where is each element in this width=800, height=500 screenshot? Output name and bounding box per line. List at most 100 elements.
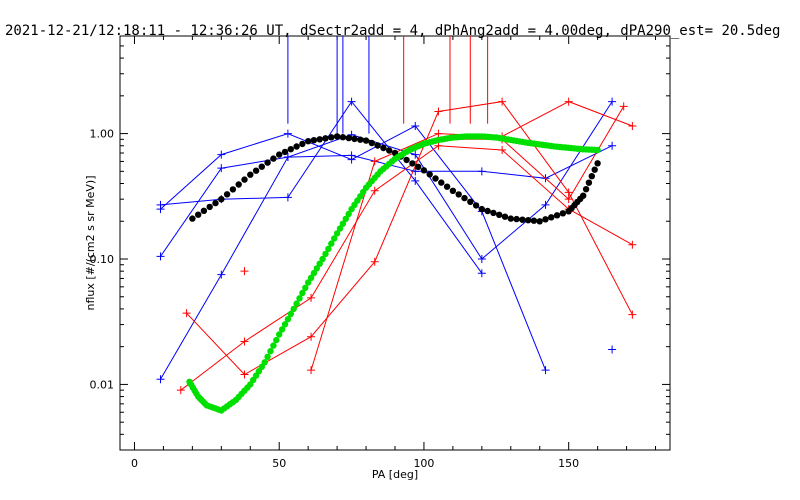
data-point	[182, 309, 191, 318]
fit-curve-dot	[339, 220, 347, 227]
data-point	[283, 193, 292, 202]
fit-curve-dot	[310, 269, 318, 277]
fit-curve-dot	[328, 240, 335, 247]
data-point	[498, 145, 507, 154]
data-point	[477, 269, 486, 278]
fit-curve-dot	[299, 140, 306, 148]
data-point	[564, 97, 573, 106]
fit-curve-dot	[276, 151, 283, 158]
fit-curve-dot	[281, 148, 289, 156]
fit-curve-dot	[258, 163, 265, 170]
fit-curve-dot	[513, 215, 520, 223]
fit-curve-dot	[218, 196, 225, 203]
series-line	[160, 101, 613, 380]
data-point	[628, 310, 637, 319]
fit-curve-dot	[580, 192, 587, 199]
series-line	[180, 145, 633, 391]
fit-curve-dot	[267, 348, 274, 355]
fit-curve-dot	[264, 159, 271, 166]
fit-curve-dot	[305, 138, 312, 145]
fit-curve-dot	[273, 336, 280, 344]
fit-curve-dot	[461, 194, 468, 202]
fit-curve-dot	[380, 144, 387, 152]
data-point	[370, 257, 379, 266]
fit-curve-dot	[345, 134, 352, 142]
data-point	[347, 151, 356, 160]
fit-curve-dot	[278, 326, 286, 333]
fit-curve-dot	[357, 136, 364, 143]
fit-curve-dot	[333, 230, 341, 237]
fit-curve-dot	[200, 207, 208, 214]
fit-curve-dot	[409, 160, 416, 167]
data-point	[411, 150, 420, 159]
fit-curve-dot	[426, 171, 433, 178]
fit-curve-dot	[261, 359, 268, 366]
data-point	[541, 366, 550, 375]
fit-curve-dot	[420, 167, 428, 174]
fit-curve-dot	[443, 183, 451, 190]
series-line	[160, 125, 546, 371]
fit-curve-dot	[559, 210, 567, 217]
fit-curve-dot	[496, 211, 503, 218]
fit-curve-dot	[305, 279, 312, 286]
fit-curve-dot	[322, 250, 329, 258]
data-point	[240, 370, 249, 379]
data-point	[411, 176, 420, 185]
fit-curve-dot	[307, 274, 315, 281]
fit-curve-dot	[588, 173, 595, 180]
axis-ticks: 0 50 100 150 0.01 0.10 1.00	[90, 35, 670, 470]
fit-curve-dot	[290, 305, 297, 313]
series-line	[186, 101, 633, 376]
data-point	[628, 240, 637, 249]
fit-curve-dot	[276, 331, 283, 338]
y-tick-label: 0.10	[90, 253, 115, 266]
data-point	[217, 150, 226, 159]
data-point	[176, 386, 185, 395]
data-series	[156, 97, 637, 395]
fit-curve-dot	[553, 212, 561, 219]
data-point	[411, 121, 420, 130]
fit-curve-dot	[325, 245, 332, 252]
data-point	[307, 366, 316, 375]
fit-curve-dot	[594, 146, 601, 154]
fit-curve-dot	[525, 217, 532, 224]
error-bars	[287, 36, 489, 134]
data-point	[541, 200, 550, 209]
fit-curve-dot	[345, 210, 352, 218]
fit-curve-dot	[585, 179, 593, 186]
x-tick-label: 100	[413, 457, 434, 470]
fit-curve-dot	[368, 139, 375, 147]
data-point	[307, 332, 316, 341]
fit-curve-dot	[530, 217, 538, 224]
fit-curve-dot	[351, 135, 358, 143]
data-point	[156, 200, 165, 209]
data-point	[608, 141, 617, 150]
fit-curve-dot	[374, 142, 381, 149]
data-point	[498, 97, 507, 106]
fit-curve-dot	[582, 186, 590, 193]
fit-curve-dot	[403, 156, 410, 164]
fit-curve-dot	[536, 218, 543, 225]
fit-curve-dot	[507, 215, 514, 222]
x-tick-label: 0	[131, 457, 138, 470]
fit-curve-dot	[594, 160, 601, 167]
x-tick-label: 150	[558, 457, 579, 470]
fit-curve-dot	[287, 310, 294, 318]
series-line	[160, 100, 483, 274]
fit-curve-dot	[542, 216, 549, 223]
fit-curve-dot	[449, 187, 457, 194]
fit-curve-dot	[229, 186, 237, 193]
data-point	[307, 293, 316, 302]
fit-curve-dot	[472, 202, 480, 209]
fit-curve-dot	[591, 166, 598, 173]
fit-curve-dot	[484, 207, 491, 215]
data-point	[283, 129, 292, 138]
plot-frame	[119, 35, 671, 451]
fit-curve-dot	[333, 133, 341, 140]
data-point	[283, 153, 292, 162]
data-point	[608, 345, 617, 354]
data-point	[217, 164, 226, 173]
fit-curve-dot	[189, 215, 196, 222]
fit-curve-dot	[293, 143, 300, 150]
